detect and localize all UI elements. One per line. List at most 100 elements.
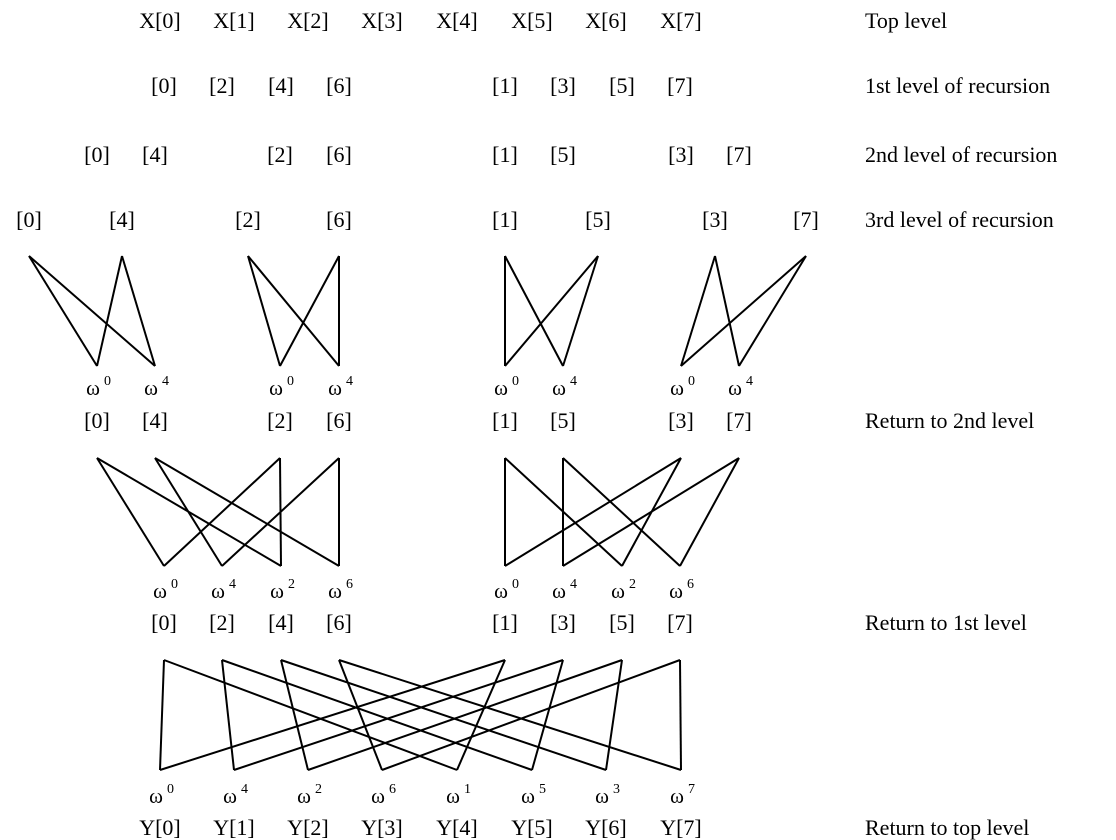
stage3-wire: [307, 659, 623, 771]
stage2-wire: [154, 457, 223, 567]
twiddle-exponent: 2: [629, 577, 636, 592]
stage2-wire: [562, 457, 681, 567]
twiddle-factor-labels: ω 0 ω 4 ω 0 ω 4 ω 0 ω 4 ω 0 ω 4ω 0 ω 4 ω 2 ω 6 ω 0 ω 4 ω 2 ω 6ω 0 ω 4 ω 2 ω 6…: [86, 374, 753, 808]
l1-label-5: [3]: [550, 73, 576, 98]
rt-label-3: Y[3]: [361, 815, 403, 840]
stage3-wire: [159, 659, 165, 771]
twiddle-exponent: 4: [229, 577, 236, 592]
stage1-wire: [28, 255, 98, 367]
omega-symbol: ω: [446, 784, 460, 808]
omega-symbol: ω: [223, 784, 237, 808]
l2-label-4: [1]: [492, 142, 518, 167]
stage1-wire: [247, 255, 281, 367]
omega-symbol: ω: [670, 784, 684, 808]
l3-label-5: [5]: [585, 207, 611, 232]
stage3-wire: [233, 659, 564, 771]
twiddle-exponent: 4: [346, 374, 353, 389]
l1-label-1: [2]: [209, 73, 235, 98]
top-label-4: X[4]: [436, 8, 478, 33]
twiddle-exponent: 0: [171, 577, 178, 592]
stage3-wire: [381, 659, 681, 771]
stage3-wire: [163, 659, 458, 771]
top-level-label: Top level: [865, 8, 947, 33]
twiddle-exponent: 5: [539, 782, 546, 797]
l1-label-2: [4]: [268, 73, 294, 98]
stage3-wire: [221, 659, 533, 771]
r1-label-2: [4]: [268, 610, 294, 635]
l2-label-1: [4]: [142, 142, 168, 167]
omega-symbol: ω: [144, 376, 158, 400]
omega-symbol: ω: [595, 784, 609, 808]
omega-symbol: ω: [297, 784, 311, 808]
omega-symbol: ω: [552, 376, 566, 400]
stage1-wire: [247, 255, 340, 367]
l3-label-3: [6]: [326, 207, 352, 232]
stage1-wire: [562, 255, 599, 367]
stage2-wire: [96, 457, 165, 567]
omega-symbol: ω: [328, 579, 342, 603]
r1-level-label: Return to 1st level: [865, 610, 1027, 635]
level-labels: Top level 1st level of recursion 2nd level…: [865, 8, 1057, 840]
r1-label-0: [0]: [151, 610, 177, 635]
r1-label-7: [7]: [667, 610, 693, 635]
l1-label-4: [1]: [492, 73, 518, 98]
top-label-6: X[6]: [585, 8, 627, 33]
l1-label-6: [5]: [609, 73, 635, 98]
omega-symbol: ω: [371, 784, 385, 808]
r2-label-4: [1]: [492, 408, 518, 433]
l3-label-7: [7]: [793, 207, 819, 232]
l2-label-0: [0]: [84, 142, 110, 167]
stage1-wire: [279, 255, 340, 367]
top-label-0: X[0]: [139, 8, 181, 33]
l3-label-1: [4]: [109, 207, 135, 232]
r2-label-5: [5]: [550, 408, 576, 433]
stage3-wire: [456, 659, 506, 771]
stage2-wire: [504, 457, 682, 567]
twiddle-exponent: 2: [315, 782, 322, 797]
l2-label-3: [6]: [326, 142, 352, 167]
r1-label-6: [5]: [609, 610, 635, 635]
omega-symbol: ω: [494, 579, 508, 603]
omega-symbol: ω: [670, 376, 684, 400]
omega-symbol: ω: [669, 579, 683, 603]
rt-label-5: Y[5]: [511, 815, 553, 840]
twiddle-exponent: 6: [687, 577, 694, 592]
omega-symbol: ω: [328, 376, 342, 400]
omega-symbol: ω: [494, 376, 508, 400]
rt-level-label: Return to top level: [865, 815, 1029, 840]
l1-label-7: [7]: [667, 73, 693, 98]
omega-symbol: ω: [270, 579, 284, 603]
l1-label-0: [0]: [151, 73, 177, 98]
twiddle-exponent: 4: [570, 374, 577, 389]
twiddle-exponent: 0: [167, 782, 174, 797]
stage3-wire: [280, 659, 607, 771]
stage3-wire: [605, 659, 623, 771]
l2-label-6: [3]: [668, 142, 694, 167]
r1-label-4: [1]: [492, 610, 518, 635]
twiddle-exponent: 1: [464, 782, 471, 797]
l2-label-2: [2]: [267, 142, 293, 167]
index-labels: X[0] X[1] X[2] X[3] X[4] X[5] X[6] X[7] [0] [2] [4…: [16, 8, 819, 840]
stage2-wire: [562, 457, 740, 567]
stage3-wire: [531, 659, 564, 771]
r2-label-3: [6]: [326, 408, 352, 433]
stage2-wire: [221, 457, 340, 567]
